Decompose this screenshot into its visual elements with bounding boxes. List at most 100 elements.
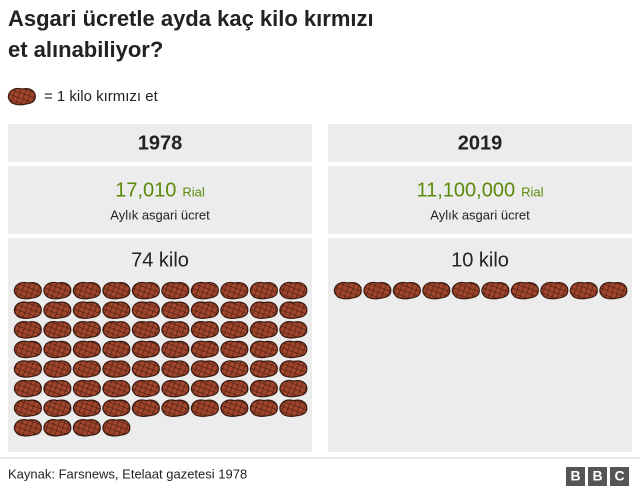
steak-icon: [13, 399, 42, 417]
steak-icon: [102, 399, 131, 417]
steak-icon: [102, 321, 131, 339]
steak-icon: [131, 321, 160, 339]
steak-icon: [13, 321, 42, 339]
steak-icon: [190, 399, 219, 417]
steak-icon: [131, 399, 160, 417]
chart-title-line: et alınabiliyor?: [8, 37, 163, 62]
steak-icon: [161, 301, 190, 319]
panel-wage: [328, 166, 632, 234]
wage-unit: Rial: [521, 184, 544, 199]
steak-icon: [43, 321, 72, 339]
steak-icon: [43, 281, 72, 300]
steak-icon: [190, 301, 219, 319]
steak-icon: [220, 321, 249, 339]
steak-icon: [43, 399, 72, 417]
steak-icon: [392, 281, 421, 300]
year: 1978: [138, 132, 183, 154]
steak-icon: [43, 419, 72, 437]
steak-icon: [451, 281, 480, 300]
steak-icon: [161, 281, 190, 300]
steak-icon: [190, 340, 219, 359]
steak-icon: [72, 399, 101, 417]
steak-icon: [220, 301, 249, 319]
steak-icon: [102, 379, 131, 398]
steak-icon: [102, 419, 131, 437]
steak-icon: [249, 301, 278, 319]
steak-icon: [220, 281, 249, 300]
panel-header: [328, 124, 632, 162]
steak-icon: [249, 360, 278, 378]
kilo-label: 74 kilo: [131, 249, 189, 271]
steak-icon: [13, 360, 42, 378]
steak-icon: [161, 321, 190, 339]
kilo-label: 10 kilo: [451, 249, 509, 271]
wage-value: 17,010: [115, 179, 176, 201]
steak-icon: [102, 281, 131, 300]
steak-icon: [13, 379, 42, 398]
steak-icon: [249, 340, 278, 359]
steak-icon: [220, 399, 249, 417]
steak-icon: [220, 379, 249, 398]
steak-icon: [13, 281, 42, 300]
chart-title: Asgari ücretle ayda kaç kilo kırmızı: [8, 6, 374, 31]
steak-icon: [249, 379, 278, 398]
steak-icon: [190, 360, 219, 378]
source: Kaynak: Farsnews, Etelaat gazetesi 1978: [8, 466, 247, 481]
steak-icon: [72, 379, 101, 398]
panel-header: [8, 124, 312, 162]
legend-label: = 1 kilo kırmızı et: [44, 88, 159, 105]
logo-box: [610, 467, 629, 486]
steak-icon: [43, 360, 72, 378]
steak-icon: [131, 340, 160, 359]
steak-icon: [72, 419, 101, 437]
steak-icon: [161, 379, 190, 398]
steak-icon: [279, 399, 308, 417]
steak-icon: [72, 301, 101, 319]
steak-icon: [540, 281, 569, 300]
steak-icon: [279, 340, 308, 359]
steak-icon: [279, 281, 308, 300]
steak-icon: [569, 281, 598, 300]
steak-icon: [599, 281, 628, 300]
steak-icon: [102, 360, 131, 378]
steak-icon: [220, 360, 249, 378]
steak-icon: [102, 301, 131, 319]
steak-icon: [190, 321, 219, 339]
steak-icon: [161, 360, 190, 378]
panel-body: [328, 238, 632, 452]
logo-letter: B: [570, 468, 580, 484]
steak-icon: [363, 281, 392, 300]
wage-caption: Aylık asgari ücret: [110, 207, 210, 222]
panel-wage: [8, 166, 312, 234]
wage-value: 11,100,000: [416, 179, 515, 201]
steak-icon: [131, 281, 160, 300]
content: = 1 kilo kırmızı et 1978 17,010 Rial Aylık a…: [7, 87, 632, 486]
steak-icon: [131, 301, 160, 319]
steak-icon: [161, 399, 190, 417]
legend-icon: [7, 87, 36, 106]
steak-icon: [279, 379, 308, 398]
steak-icon: [72, 321, 101, 339]
steak-icon: [161, 340, 190, 359]
steak-icon: [43, 301, 72, 319]
steak-icon: [131, 379, 160, 398]
steak-icon: [249, 281, 278, 300]
steak-icon: [190, 379, 219, 398]
logo-letter: B: [592, 468, 602, 484]
wage-unit: Rial: [182, 184, 205, 199]
steak-icon: [333, 281, 362, 300]
steak-icon: [13, 419, 42, 437]
steak-icon: [13, 301, 42, 319]
steak-icon: [279, 301, 308, 319]
steak-icon: [481, 281, 510, 300]
logo-letter: C: [614, 468, 624, 484]
steak-icon: [279, 360, 308, 378]
steak-icon: [13, 340, 42, 359]
steak-icon: [102, 340, 131, 359]
wage-caption: Aylık asgari ücret: [430, 207, 530, 222]
steak-icon: [72, 360, 101, 378]
year: 2019: [458, 132, 503, 154]
steak-icon: [72, 281, 101, 300]
steak-icon: [131, 360, 160, 378]
